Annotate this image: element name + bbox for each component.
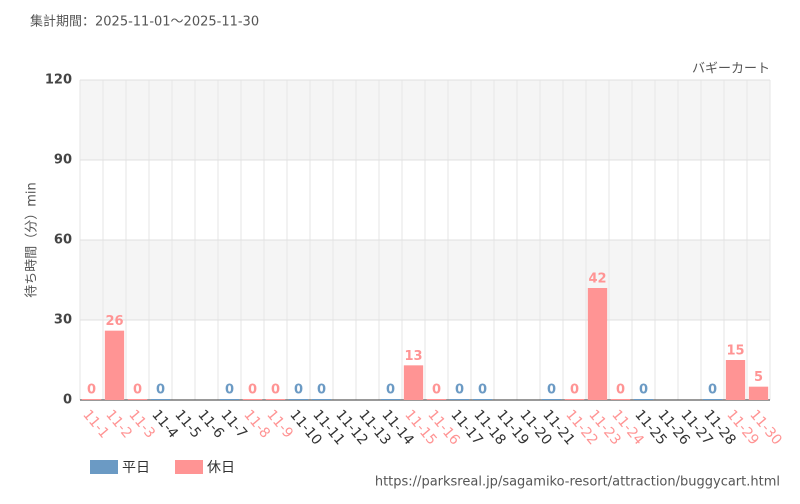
bar [472,399,493,400]
value-label: 0 [87,383,96,398]
value-label: 0 [294,383,303,398]
value-label: 5 [754,370,763,385]
value-label: 0 [547,383,556,398]
value-label: 0 [616,383,625,398]
bar [311,399,332,400]
y-tick-label: 90 [54,153,72,168]
bar [633,399,654,400]
value-label: 13 [404,349,422,364]
y-tick-label: 30 [54,313,72,328]
value-label: 0 [133,383,142,398]
bar [725,360,746,400]
value-label: 0 [455,383,464,398]
bar [242,399,263,400]
y-tick-label: 120 [45,73,72,88]
value-label: 0 [271,383,280,398]
bar [380,399,401,400]
bar [541,399,562,400]
value-label: 0 [432,383,441,398]
bar [288,399,309,400]
legend-label: 休日 [207,460,235,476]
bar [104,330,125,400]
bar [219,399,240,400]
y-axis-label: 待ち時間（分）min [25,182,40,298]
bar [449,399,470,400]
source: https://parksreal.jp/sagamiko-resort/att… [375,475,780,490]
bar [81,399,102,400]
legend-label: 平日 [122,460,150,476]
value-label: 15 [726,344,744,359]
value-label: 0 [708,383,717,398]
y-tick-label: 60 [54,233,72,248]
bar [610,399,631,400]
value-label: 42 [588,272,606,287]
bar [748,386,769,400]
bar [564,399,585,400]
value-label: 0 [478,383,487,398]
bar [426,399,447,400]
legend-swatch [175,460,203,474]
chart-title: バギーカート [692,62,770,77]
bar [702,399,723,400]
bar [587,288,608,400]
value-label: 0 [225,383,234,398]
bar [127,399,148,400]
y-tick-label: 0 [63,393,72,408]
bar [403,365,424,400]
value-label: 0 [639,383,648,398]
bar [150,399,171,400]
value-label: 0 [248,383,257,398]
subtitle: 集計期間：2025-11-01～2025-11-30 [30,14,259,30]
value-label: 0 [386,383,395,398]
value-label: 26 [105,314,123,329]
value-label: 0 [156,383,165,398]
bar [265,399,286,400]
legend-swatch [90,460,118,474]
value-label: 0 [570,383,579,398]
value-label: 0 [317,383,326,398]
